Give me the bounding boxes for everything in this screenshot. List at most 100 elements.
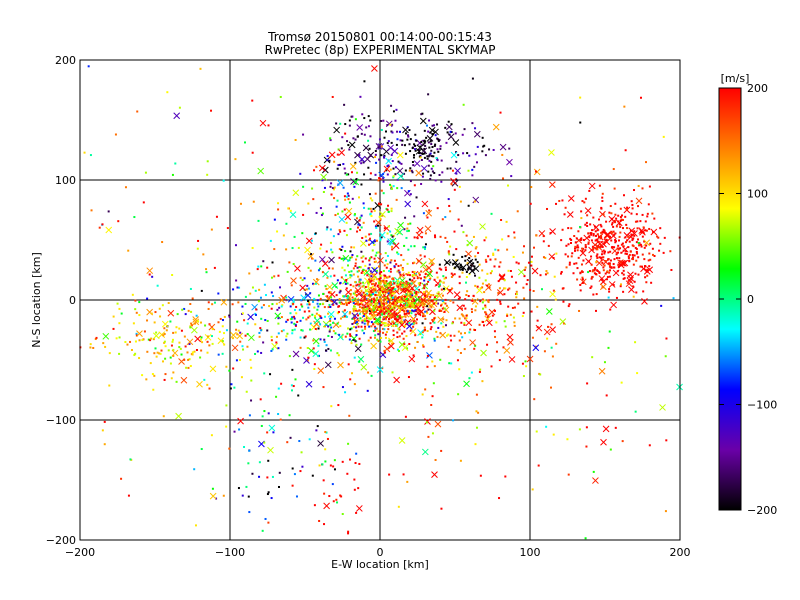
data-point-dot [413,215,416,218]
data-point-dot [440,304,443,307]
data-point-dot [311,257,314,260]
data-point-dot [440,309,443,312]
data-point-dot [424,310,427,313]
data-point-dot [400,307,403,310]
data-point-dot [326,226,329,229]
data-point-dot [431,146,434,149]
data-point-dot [344,299,347,302]
data-point-dot [615,257,618,260]
data-point-dot [203,378,206,381]
data-point-dot [328,303,331,306]
data-point-dot [635,291,638,294]
data-point-dot [411,270,414,273]
data-point-dot [289,209,292,212]
data-point-dot [172,371,175,374]
data-point-dot [515,281,518,284]
data-point-dot [486,272,489,275]
data-point-dot [387,307,390,310]
data-point-dot [414,133,417,136]
data-point-dot [603,252,606,255]
data-point-dot [296,320,299,323]
data-point-dot [338,291,341,294]
data-point-dot [364,319,367,322]
data-point-dot [349,228,352,231]
data-point-dot [573,247,576,250]
data-point-dot [627,235,630,238]
data-point-dot [211,342,214,345]
data-point-dot [326,155,329,158]
data-point-dot [434,134,437,137]
data-point-dot [627,246,630,249]
data-point-dot [352,273,355,276]
data-point-dot [392,303,395,306]
data-point-dot [507,305,510,308]
data-point-dot [469,264,472,267]
y-tick-label: 0 [69,294,76,307]
data-point-dot [409,138,412,141]
data-point-dot [484,258,487,261]
data-point-dot [426,365,429,368]
data-point-dot [409,180,412,183]
data-point-dot [263,410,266,413]
data-point-x [388,337,395,345]
data-point-dot [380,301,383,304]
data-point-dot [138,314,141,317]
data-point-dot [349,378,352,381]
data-point-dot [313,504,316,507]
data-point-dot [374,287,377,290]
data-point-dot [275,302,278,305]
data-point-dot [373,278,376,281]
data-point-dot [361,321,364,324]
data-point-dot [397,287,400,290]
data-point-dot [553,275,556,278]
data-point-dot [293,322,296,325]
data-point-dot [319,316,322,319]
data-point-dot [191,324,194,327]
data-point-dot [437,139,440,142]
data-point-dot [428,278,431,281]
data-point-dot [193,468,196,471]
data-point-dot [278,306,281,309]
data-point-dot [395,143,398,146]
data-point-dot [513,321,516,324]
data-point-dot [392,278,395,281]
data-point-dot [577,230,580,233]
data-point-dot [394,302,397,305]
data-point-dot [611,221,614,224]
data-point-dot [399,281,402,284]
data-point-dot [406,138,409,141]
data-point-dot [375,239,378,242]
data-point-dot [396,178,399,181]
data-point-dot [347,530,350,533]
data-point-x [399,287,407,295]
data-point-dot [611,231,614,234]
data-point-dot [395,198,398,201]
data-point-dot [451,169,454,172]
data-point-dot [277,347,280,350]
data-point-dot [317,355,320,358]
data-point-dot [620,243,623,246]
data-point-dot [378,305,381,308]
data-point-dot [476,285,479,288]
data-point-dot [354,307,357,310]
data-point-dot [618,239,621,242]
data-point-dot [327,291,330,294]
data-point-dot [160,349,163,352]
data-point-dot [367,267,370,270]
data-point-dot [343,309,346,312]
data-point-dot [374,291,377,294]
data-point-dot [358,219,361,222]
data-point-dot [380,299,383,302]
data-point-dot [660,304,663,307]
data-point-dot [611,217,614,220]
data-point-dot [355,217,358,220]
data-point-x [318,164,326,172]
data-point-dot [205,268,208,271]
data-point-dot [450,183,453,186]
data-point-dot [631,207,634,210]
data-point-dot [572,272,575,275]
data-point-dot [387,276,390,279]
data-point-x [371,65,378,72]
data-point-dot [515,296,518,299]
data-point-dot [341,513,344,516]
